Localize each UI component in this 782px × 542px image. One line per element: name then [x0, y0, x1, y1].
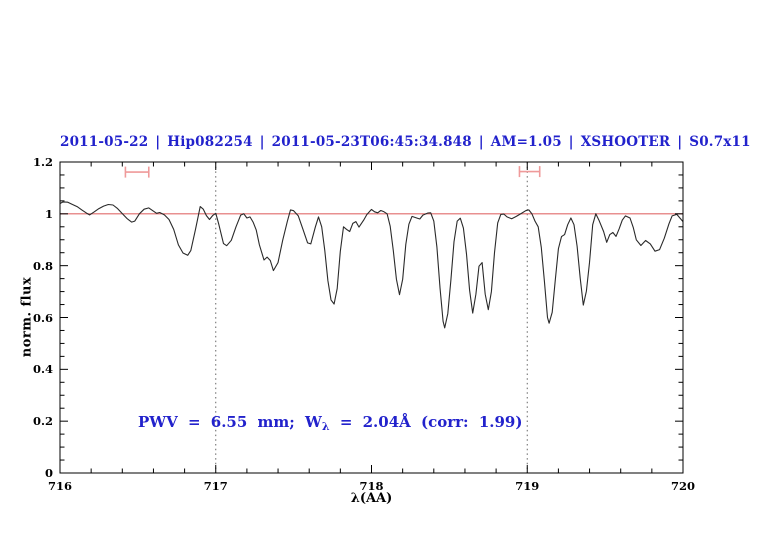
- pwv-annotation: PWV = 6.55 mm; Wλ = 2.04Å (corr: 1.99): [138, 413, 523, 433]
- axis-ticks: [59, 161, 684, 474]
- window-marker: [518, 166, 541, 178]
- window-marker: [124, 166, 150, 178]
- x-tick-label: 718: [359, 479, 384, 493]
- plot-frame: [59, 161, 684, 474]
- y-tick-label: 0.4: [32, 362, 53, 377]
- plot-title: 2011-05-22 | Hip082254 | 2011-05-23T06:4…: [60, 134, 751, 150]
- y-tick-label: 1.2: [32, 155, 53, 169]
- pwv-annotation-prefix: PWV = 6.55 mm; W: [138, 413, 322, 431]
- x-tick-label: 720: [670, 479, 695, 493]
- y-tick-label: 0: [44, 466, 53, 480]
- x-tick-label: 716: [47, 479, 72, 493]
- x-axis-label: λ(AA): [350, 491, 393, 506]
- spectrum-line: [59, 201, 684, 329]
- pwv-annotation-suffix: = 2.04Å (corr: 1.99): [329, 413, 523, 431]
- x-tick-label: 719: [515, 479, 540, 493]
- y-tick-label: 0.2: [32, 414, 53, 429]
- lambda-subscript: λ: [321, 420, 330, 433]
- x-tick-label: 717: [203, 479, 228, 493]
- y-tick-label: 1: [44, 206, 53, 221]
- y-tick-label: 0.8: [32, 258, 53, 273]
- y-tick-label: 0.6: [32, 310, 53, 325]
